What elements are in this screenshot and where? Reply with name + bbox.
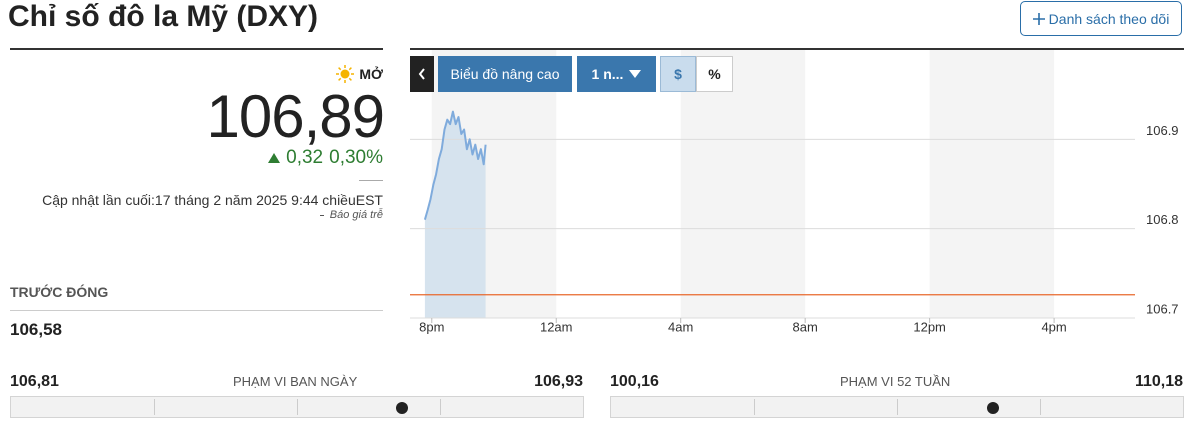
- divider: [359, 180, 383, 181]
- y-tick-label: 106.8: [1146, 212, 1179, 227]
- divider: [410, 48, 1184, 50]
- range-low: 100,16: [610, 373, 659, 390]
- updated-time: Cập nhật lần cuối:17 tháng 2 năm 2025 9:…: [42, 192, 383, 208]
- dollar-toggle[interactable]: $: [660, 56, 696, 92]
- collapse-button[interactable]: [410, 56, 434, 92]
- x-tick-label: 4pm: [1041, 319, 1066, 334]
- chevron-icon: [418, 68, 425, 80]
- change: 0,32 0,30%: [268, 147, 383, 169]
- market-status: MỞ: [335, 64, 383, 84]
- range-bar: [610, 396, 1184, 418]
- prev-close-label: TRƯỚC ĐÓNG: [10, 284, 109, 300]
- chart: 106.7 106.8 106.9 8pm 12am 4am 8am 12pm 4pm: [410, 50, 1179, 334]
- y-tick-label: 106.9: [1146, 123, 1179, 138]
- range-high: 110,18: [1134, 373, 1183, 390]
- plus-icon: [1032, 12, 1045, 25]
- range-label: PHẠM VI BAN NGÀY: [233, 374, 358, 389]
- percent-toggle[interactable]: %: [696, 56, 733, 92]
- range-low: 106,81: [10, 373, 59, 390]
- divider: [10, 48, 383, 50]
- change-value: 0,32: [286, 147, 324, 168]
- period-label: 1 n...: [591, 66, 624, 82]
- x-tick-label: 12pm: [913, 319, 946, 334]
- range-dot: [987, 402, 999, 414]
- x-tick-label: 12am: [540, 319, 573, 334]
- range-label: PHẠM VI 52 TUẦN: [840, 374, 951, 389]
- x-tick-label: 4am: [668, 319, 693, 334]
- y-tick-label: 106.7: [1146, 301, 1179, 316]
- price-line: [423, 110, 487, 220]
- page-title: Chỉ số đô la Mỹ (DXY): [8, 0, 319, 33]
- range-dot: [396, 402, 408, 414]
- range-high: 106,93: [534, 373, 583, 390]
- time-band: [680, 50, 806, 318]
- divider: [10, 310, 383, 311]
- sun-icon: [336, 65, 355, 83]
- up-arrow: [268, 153, 281, 163]
- price: 106,89: [206, 83, 385, 150]
- dash: [319, 214, 324, 216]
- range-bar: [10, 396, 584, 418]
- watchlist-button[interactable]: Danh sách theo dõi: [1020, 1, 1182, 36]
- x-tick-label: 8am: [793, 319, 818, 334]
- status-text: MỞ: [359, 66, 383, 82]
- delay-note: Báo giá trễ: [319, 209, 383, 221]
- dropdown-arrow: [629, 70, 642, 78]
- watchlist-label: Danh sách theo dõi: [1048, 10, 1170, 27]
- change-percent: 0,30%: [329, 147, 383, 168]
- prev-close: 106,58: [10, 320, 62, 339]
- time-band: [929, 50, 1055, 318]
- area: [424, 111, 486, 318]
- advanced-chart-button[interactable]: Biểu đồ nâng cao: [438, 56, 572, 92]
- x-tick-label: 8pm: [419, 319, 444, 334]
- period-dropdown[interactable]: 1 n...: [577, 56, 656, 92]
- delay-text: Báo giá trễ: [329, 209, 383, 221]
